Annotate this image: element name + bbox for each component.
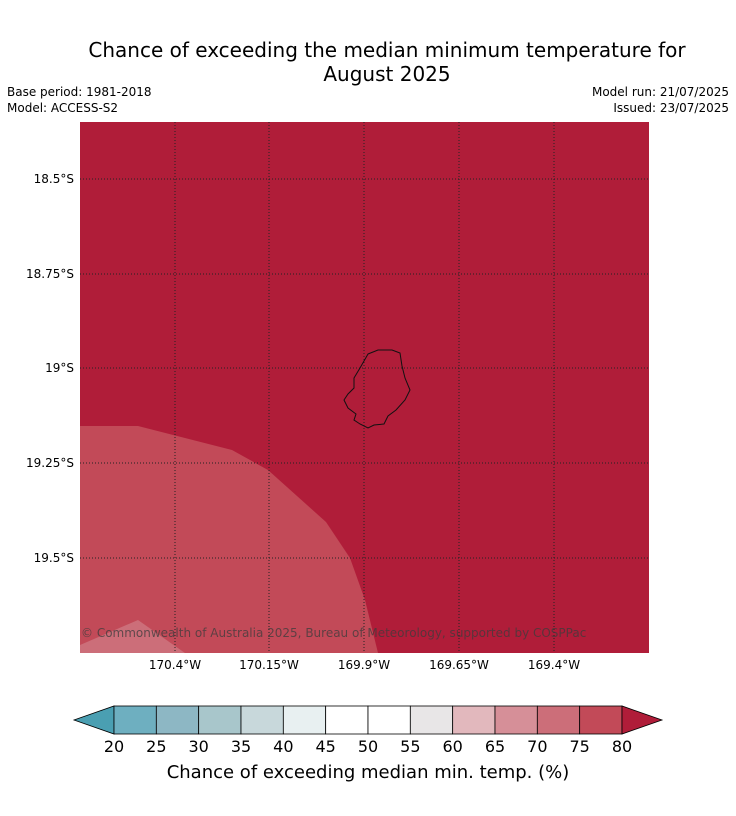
colorbar-segment-70-75 (536, 705, 581, 735)
colorbar-tick-40: 40 (273, 737, 294, 756)
colorbar-segment-45-50 (325, 705, 369, 735)
lon-label-4: 169.65°W (429, 658, 489, 672)
copyright-notice: © Commonwealth of Australia 2025, Bureau… (81, 626, 587, 640)
map-title: Chance of exceeding the median minimum t… (0, 38, 736, 86)
region-75-80 (80, 426, 378, 653)
colorbar-tick-75: 75 (569, 737, 590, 756)
title-line-2: August 2025 (323, 62, 451, 86)
issued-date: Issued: 23/07/2025 (613, 101, 729, 115)
model-name: Model: ACCESS-S2 (7, 101, 119, 115)
colorbar-segment-35-40 (240, 705, 284, 735)
region-70-75 (80, 620, 185, 653)
lat-label-3: 19°S (45, 361, 74, 375)
colorbar (72, 705, 664, 735)
title-line-1: Chance of exceeding the median minimum t… (88, 38, 686, 62)
lat-label-5: 19.5°S (33, 551, 74, 565)
colorbar-segment-60-65 (452, 705, 496, 735)
colorbar-tick-55: 55 (400, 737, 421, 756)
colorbar-tick-65: 65 (484, 737, 506, 756)
colorbar-extend-low (72, 705, 115, 735)
colorbar-segments (72, 705, 664, 735)
colorbar-tick-25: 25 (146, 737, 167, 756)
colorbar-tick-70: 70 (527, 737, 548, 756)
colorbar-segment-30-35 (198, 705, 242, 735)
colorbar-tick-60: 60 (442, 737, 463, 756)
gridlines (80, 122, 649, 653)
base-period: Base period: 1981-2018 (7, 85, 152, 99)
colorbar-tick-35: 35 (230, 737, 252, 756)
niue-island-outline (343, 349, 411, 429)
lon-label-1: 170.4°W (148, 658, 202, 672)
lon-label-2: 170.15°W (239, 658, 299, 672)
colorbar-segment-75-80 (579, 705, 623, 735)
colorbar-segment-40-45 (282, 705, 327, 735)
colorbar-segment-20-25 (113, 705, 157, 735)
colorbar-segment-65-70 (494, 705, 538, 735)
colorbar-extend-high (621, 705, 664, 735)
colorbar-tick-45: 45 (315, 737, 336, 756)
lat-label-4: 19.25°S (26, 456, 74, 470)
colorbar-tick-20: 20 (103, 737, 125, 756)
forecast-map[interactable] (0, 0, 736, 700)
meta-right: Model run: 21/07/2025 Issued: 23/07/2025 (592, 84, 729, 116)
colorbar-tick-30: 30 (188, 737, 209, 756)
colorbar-segment-50-55 (367, 705, 411, 735)
colorbar-tick-50: 50 (357, 737, 379, 756)
colorbar-tick-80: 80 (611, 737, 633, 756)
lat-label-2: 18.75°S (26, 267, 74, 281)
lat-label-1: 18.5°S (33, 172, 74, 186)
lon-label-3: 169.9°W (337, 658, 391, 672)
meta-left: Base period: 1981-2018 Model: ACCESS-S2 (7, 84, 152, 116)
model-run: Model run: 21/07/2025 (591, 85, 729, 99)
lon-label-5: 169.4°W (527, 658, 581, 672)
colorbar-segment-55-60 (409, 705, 454, 735)
colorbar-title: Chance of exceeding median min. temp. (%… (166, 762, 570, 783)
colorbar-segment-25-30 (155, 705, 200, 735)
